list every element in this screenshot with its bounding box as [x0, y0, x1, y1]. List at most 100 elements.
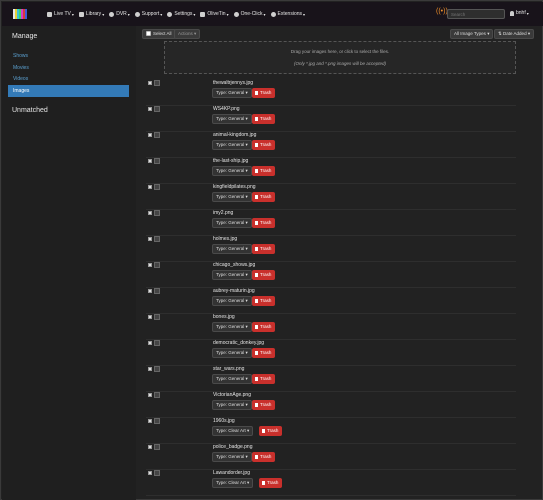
select-all-checkbox[interactable] [146, 31, 151, 37]
user-menu[interactable]: bnhf ▾ [510, 10, 529, 16]
row-checkbox[interactable] [148, 471, 152, 475]
image-type-dropdown[interactable]: Type: General ▾ [212, 166, 252, 176]
trash-button[interactable]: Trash [252, 192, 276, 202]
support-icon [134, 11, 140, 17]
broken-image-icon[interactable] [154, 366, 160, 372]
trash-button[interactable]: Trash [252, 270, 276, 280]
image-filename: thewaltrjennys.jpg [213, 80, 254, 86]
row-checkbox[interactable] [148, 289, 152, 293]
row-checkbox[interactable] [148, 341, 152, 345]
broken-image-icon[interactable] [154, 470, 160, 476]
library-icon [78, 11, 84, 17]
trash-button[interactable]: Trash [252, 296, 276, 306]
sidebar-item-movies[interactable]: Movies [13, 65, 29, 71]
broken-image-icon[interactable] [154, 418, 160, 424]
trash-button[interactable]: Trash [252, 322, 276, 332]
row-checkbox[interactable] [148, 393, 152, 397]
image-row: democratic_donkey.jpg Type: General ▾ Tras… [146, 340, 516, 366]
trash-button[interactable]: Trash [252, 88, 276, 98]
broken-image-icon[interactable] [154, 392, 160, 398]
image-type-filter[interactable]: All Image Types ▾ [450, 29, 494, 39]
select-all-button[interactable]: Select All [142, 29, 176, 39]
nav-support[interactable]: Support ▾ [134, 11, 162, 17]
nav-settings[interactable]: Settings ▾ [167, 11, 195, 17]
image-row: star_wars.png Type: General ▾ Trash [146, 366, 516, 392]
nav-olivetin[interactable]: OliveTin ▾ [200, 11, 229, 17]
trash-button[interactable]: Trash [252, 452, 276, 462]
image-type-dropdown[interactable]: Type: General ▾ [212, 322, 252, 332]
trash-button[interactable]: Trash [252, 114, 276, 124]
sidebar-unmatched[interactable]: Unmatched [12, 107, 48, 114]
row-checkbox[interactable] [148, 237, 152, 241]
row-checkbox[interactable] [148, 419, 152, 423]
broken-image-icon[interactable] [154, 158, 160, 164]
row-checkbox[interactable] [148, 81, 152, 85]
trash-button[interactable]: Trash [259, 426, 283, 436]
image-type-dropdown[interactable]: Type: General ▾ [212, 374, 252, 384]
app-logo[interactable] [13, 9, 27, 19]
broken-image-icon[interactable] [154, 288, 160, 294]
broken-image-icon[interactable] [154, 314, 160, 320]
nav-library[interactable]: Library ▾ [78, 11, 104, 17]
image-row: Lawandorder.jpg Type: Clear Art ▾ Trash [146, 470, 516, 496]
image-type-dropdown[interactable]: Type: General ▾ [212, 244, 252, 254]
broken-image-icon[interactable] [154, 106, 160, 112]
broken-image-icon[interactable] [154, 184, 160, 190]
row-checkbox[interactable] [148, 185, 152, 189]
nav-extensions[interactable]: Extensions ▾ [270, 11, 305, 17]
image-type-dropdown[interactable]: Type: General ▾ [212, 114, 252, 124]
upload-dropzone[interactable]: Drag your images here, or click to selec… [164, 41, 516, 74]
nav-one-click[interactable]: One-Click ▾ [233, 11, 266, 17]
trash-button[interactable]: Trash [252, 374, 276, 384]
image-row: 1960s.jpg Type: Clear Art ▾ Trash [146, 418, 516, 444]
image-type-dropdown[interactable]: Type: General ▾ [212, 348, 252, 358]
image-type-dropdown[interactable]: Type: General ▾ [212, 88, 252, 98]
trash-button[interactable]: Trash [252, 400, 276, 410]
broken-image-icon[interactable] [154, 340, 160, 346]
trash-button[interactable]: Trash [259, 478, 283, 488]
nav-live-tv[interactable]: Live TV ▾ [47, 11, 74, 17]
broken-image-icon[interactable] [154, 236, 160, 242]
search-input[interactable] [447, 9, 505, 19]
sidebar-item-images[interactable]: Images [8, 85, 129, 97]
row-checkbox[interactable] [148, 159, 152, 163]
sidebar-item-shows[interactable]: Shows [13, 53, 29, 59]
sort-dropdown[interactable]: ⇅ Date Added ▾ [494, 29, 535, 39]
row-checkbox[interactable] [148, 367, 152, 371]
row-checkbox[interactable] [148, 315, 152, 319]
broken-image-icon[interactable] [154, 444, 160, 450]
cast-icon[interactable]: ((•)) [436, 8, 448, 15]
trash-button[interactable]: Trash [252, 166, 276, 176]
image-type-dropdown[interactable]: Type: General ▾ [212, 296, 252, 306]
image-row: VictorianAge.png Type: General ▾ Trash [146, 392, 516, 418]
image-type-dropdown[interactable]: Type: General ▾ [212, 400, 252, 410]
trash-icon [255, 142, 258, 147]
sort-icon: ⇅ [498, 31, 502, 36]
row-checkbox[interactable] [148, 263, 152, 267]
actions-dropdown[interactable]: Actions ▾ [174, 29, 201, 39]
image-type-dropdown[interactable]: Type: Clear Art ▾ [212, 478, 254, 488]
sidebar-title: Manage [12, 33, 38, 40]
nav-dvr[interactable]: DVR ▾ [109, 11, 130, 17]
trash-button[interactable]: Trash [252, 218, 276, 228]
broken-image-icon[interactable] [154, 210, 160, 216]
trash-icon [255, 220, 258, 225]
row-checkbox[interactable] [148, 107, 152, 111]
trash-button[interactable]: Trash [252, 140, 276, 150]
image-type-dropdown[interactable]: Type: General ▾ [212, 192, 252, 202]
sidebar-item-videos[interactable]: Videos [13, 76, 29, 82]
row-checkbox[interactable] [148, 133, 152, 137]
image-type-dropdown[interactable]: Type: Clear Art ▾ [212, 426, 254, 436]
image-type-dropdown[interactable]: Type: General ▾ [212, 270, 252, 280]
broken-image-icon[interactable] [154, 80, 160, 86]
image-type-dropdown[interactable]: Type: General ▾ [212, 140, 252, 150]
image-type-dropdown[interactable]: Type: General ▾ [212, 218, 252, 228]
broken-image-icon[interactable] [154, 262, 160, 268]
trash-button[interactable]: Trash [252, 348, 276, 358]
row-checkbox[interactable] [148, 445, 152, 449]
trash-button[interactable]: Trash [252, 244, 276, 254]
row-checkbox[interactable] [148, 211, 152, 215]
image-type-dropdown[interactable]: Type: General ▾ [212, 452, 252, 462]
broken-image-icon[interactable] [154, 132, 160, 138]
